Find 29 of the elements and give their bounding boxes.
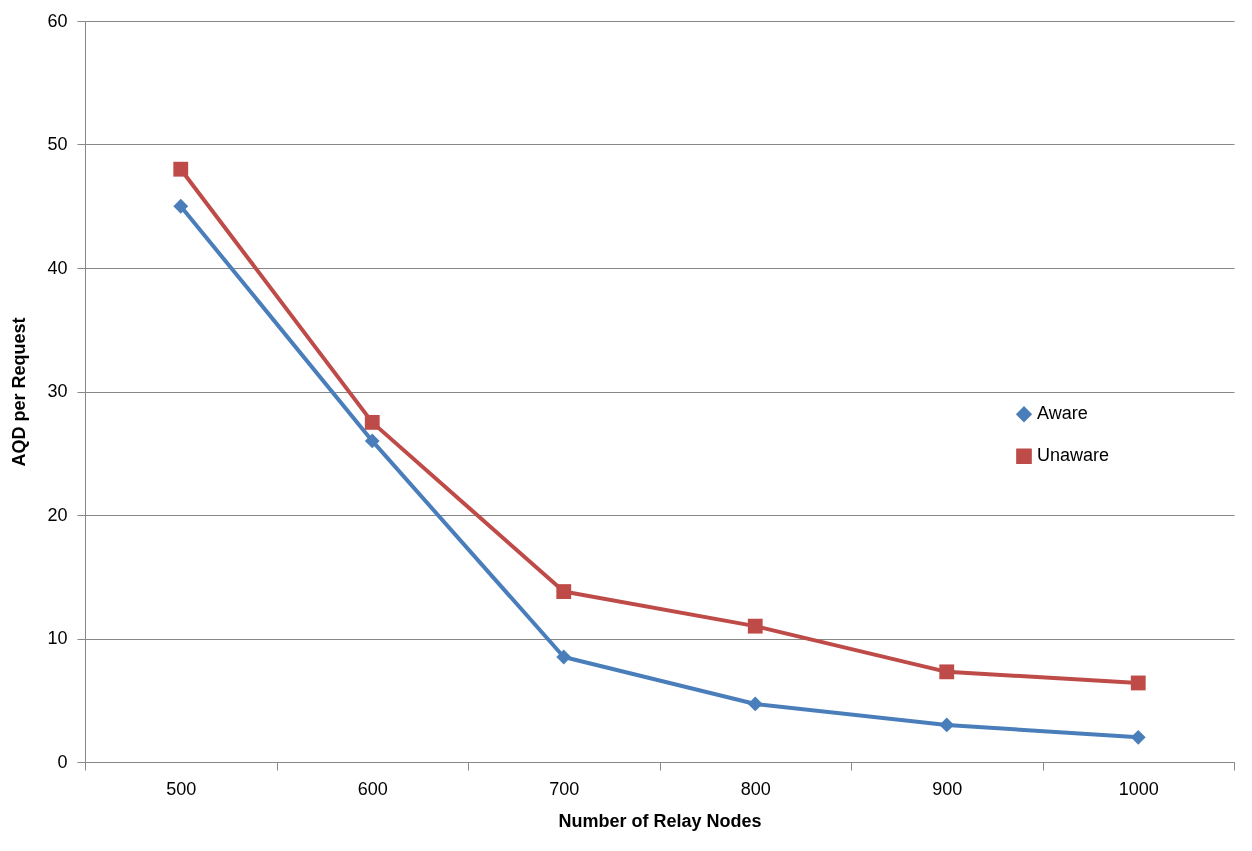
y-tick-label: 30	[47, 381, 68, 401]
point	[939, 717, 955, 733]
x-tick-label: 900	[932, 778, 963, 799]
point	[556, 649, 572, 665]
point	[747, 696, 763, 712]
y-tick-label: 40	[47, 257, 68, 278]
x-axis-title: Number of Relay Nodes	[558, 810, 762, 831]
x-tick-label: 500	[166, 778, 197, 799]
point	[173, 161, 189, 177]
point	[556, 584, 572, 599]
point	[1130, 675, 1146, 691]
y-tick-label: 0	[57, 751, 68, 772]
y-tick-label: 10	[47, 628, 68, 648]
point	[747, 618, 763, 634]
x-tick-label: 700	[549, 778, 580, 799]
point	[173, 198, 189, 214]
y-tick-label: 50	[47, 134, 68, 154]
y-tick-label: 60	[47, 10, 68, 31]
y-axis-title: AQD per Request	[9, 317, 30, 467]
point	[1130, 729, 1146, 745]
x-tick-label: 1000	[1118, 778, 1159, 799]
legend-label: Unaware	[1037, 445, 1110, 466]
point	[939, 664, 955, 680]
x-tick-label: 600	[357, 778, 388, 799]
point	[364, 414, 380, 430]
x-tick-label: 800	[740, 778, 771, 799]
legend-label: Aware	[1037, 403, 1088, 424]
y-tick-label: 20	[47, 504, 68, 525]
point	[364, 433, 380, 449]
